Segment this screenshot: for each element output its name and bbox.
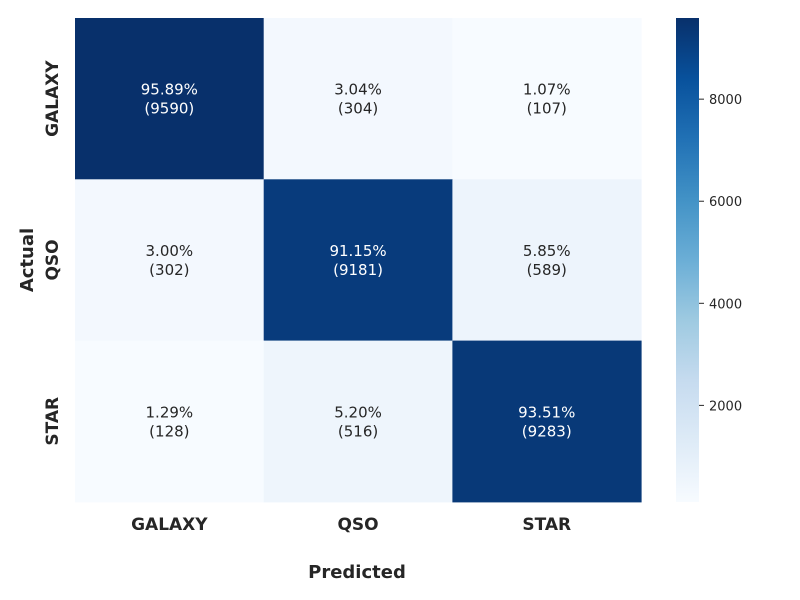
cell-percent-label: 95.89% [141,81,198,99]
y-axis-label: Actual [17,228,38,292]
cell-percent-label: 93.51% [518,403,575,421]
cell-count-label: (9590) [144,100,194,118]
y-tick-label: STAR [43,397,63,446]
colorbar-tick-label: 2000 [709,399,742,414]
colorbar-ticks: 2000 4000 6000 8000 [699,93,742,414]
y-tick-labels: GALAXY QSO STAR [43,60,63,446]
heatmap-cell [263,340,453,503]
cell-percent-label: 91.15% [329,242,386,260]
cell-percent-label: 1.29% [146,403,194,421]
heatmap-cell-labels: 95.89%(9590) 3.04%(304) 1.07%(107) 3.00%(30… [141,81,576,441]
heatmap-cell [263,18,453,180]
heatmap-cells [75,18,642,503]
x-axis-label: Predicted [308,562,406,583]
cell-count-label: (304) [338,100,378,118]
colorbar-tick-label: 4000 [709,297,742,312]
y-tick-label: GALAXY [43,60,63,137]
cell-count-label: (589) [527,261,567,279]
cell-count-label: (9283) [522,422,572,440]
heatmap-cell [75,340,265,503]
cell-percent-label: 5.20% [334,403,382,421]
x-tick-label: QSO [337,515,378,535]
colorbar-tick-label: 8000 [709,93,742,108]
colorbar-tick-label: 6000 [709,195,742,210]
cell-count-label: (516) [338,422,378,440]
heatmap-cell [75,18,265,180]
colorbar [676,18,699,502]
cell-count-label: (107) [527,100,567,118]
heatmap-cell [452,18,642,180]
heatmap-cell [452,179,642,342]
y-tick-label: QSO [43,239,63,280]
cell-percent-label: 3.04% [334,81,382,99]
cell-percent-label: 3.00% [146,242,194,260]
cell-percent-label: 5.85% [523,242,571,260]
x-tick-label: GALAXY [131,515,208,535]
cell-count-label: (302) [149,261,189,279]
x-tick-label: STAR [522,515,571,535]
heatmap-cell [75,179,265,342]
cell-count-label: (128) [149,422,189,440]
heatmap-cell [452,340,642,503]
heatmap-cell [263,179,453,342]
cell-count-label: (9181) [333,261,383,279]
x-tick-labels: GALAXY QSO STAR [131,515,571,535]
cell-percent-label: 1.07% [523,81,571,99]
